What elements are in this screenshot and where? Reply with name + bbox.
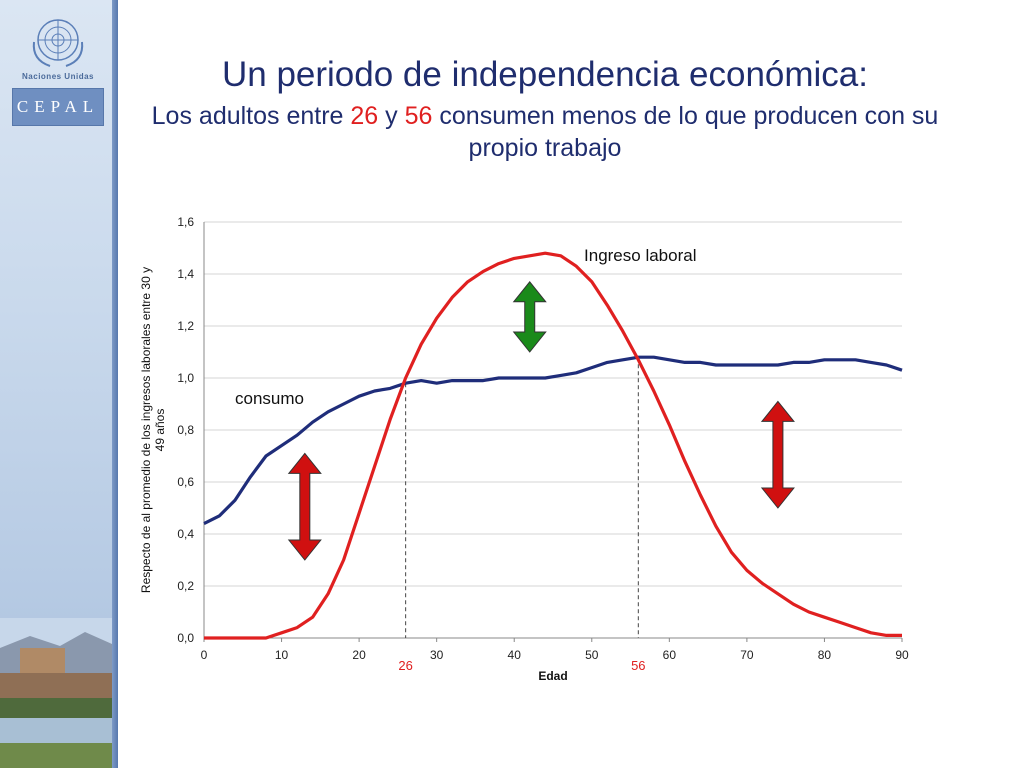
subtitle-age-start: 26 bbox=[350, 102, 379, 130]
x-tick-label: 30 bbox=[430, 648, 444, 662]
page-subtitle: Los adultos entre 26 y 56 consumen menos… bbox=[120, 100, 970, 164]
sidebar-edge bbox=[112, 0, 118, 768]
x-tick-label: 20 bbox=[352, 648, 366, 662]
age-marker-label: 26 bbox=[398, 658, 412, 673]
x-tick-label: 50 bbox=[585, 648, 599, 662]
y-tick-label: 1,0 bbox=[177, 371, 194, 385]
series-line-consumo bbox=[203, 355, 903, 526]
subtitle-mid: y bbox=[378, 102, 405, 130]
chart-labels: 0,0 0,2 0,4 0,6 0,8 1,0 1,2 1,4 1,6 0 10 20 30 40 50 60… bbox=[139, 215, 909, 683]
y-tick-label: 1,6 bbox=[177, 215, 194, 229]
chart-series bbox=[203, 251, 903, 640]
y-tick-label: 0,6 bbox=[177, 475, 194, 489]
y-tick-label: 1,2 bbox=[177, 319, 194, 333]
chart-grid bbox=[203, 221, 903, 642]
building-photo bbox=[0, 618, 112, 768]
y-tick-label: 1,4 bbox=[177, 267, 194, 281]
x-tick-label: 40 bbox=[508, 648, 522, 662]
y-tick-label: 0,2 bbox=[177, 579, 194, 593]
x-tick-label: 80 bbox=[818, 648, 832, 662]
x-tick-label: 70 bbox=[740, 648, 754, 662]
x-axis-title: Edad bbox=[538, 669, 567, 683]
double-arrow-green bbox=[512, 280, 547, 353]
series-line-ingreso-laboral bbox=[204, 251, 902, 640]
un-emblem-icon bbox=[32, 19, 84, 67]
y-axis-title-line2: 49 años bbox=[153, 409, 167, 452]
y-tick-label: 0,4 bbox=[177, 527, 194, 541]
y-tick-label: 0,0 bbox=[177, 631, 194, 645]
subtitle-post: consumen menos de lo que producen con su… bbox=[432, 102, 939, 162]
chart-markers bbox=[405, 357, 639, 638]
x-tick-label: 90 bbox=[895, 648, 909, 662]
series-annotation: consumo bbox=[235, 389, 304, 408]
x-tick-label: 0 bbox=[201, 648, 208, 662]
subtitle-pre: Los adultos entre bbox=[151, 102, 351, 130]
double-arrow-red bbox=[760, 400, 795, 509]
un-label: Naciones Unidas bbox=[22, 72, 94, 81]
y-axis-title-line1: Respecto de al promedio de los ingresos … bbox=[139, 267, 153, 593]
chart-arrows bbox=[287, 280, 795, 561]
y-tick-label: 0,8 bbox=[177, 423, 194, 437]
y-axis-title: Respecto de al promedio de los ingresos … bbox=[139, 267, 167, 593]
series-annotation: Ingreso laboral bbox=[584, 246, 696, 265]
x-tick-label: 10 bbox=[275, 648, 289, 662]
x-tick-label: 60 bbox=[663, 648, 677, 662]
subtitle-age-end: 56 bbox=[404, 102, 433, 130]
double-arrow-red bbox=[287, 452, 322, 561]
age-marker-label: 56 bbox=[631, 658, 645, 673]
page-title: Un periodo de independencia económica: bbox=[221, 55, 868, 94]
cepal-logo: CEPAL bbox=[12, 88, 104, 126]
